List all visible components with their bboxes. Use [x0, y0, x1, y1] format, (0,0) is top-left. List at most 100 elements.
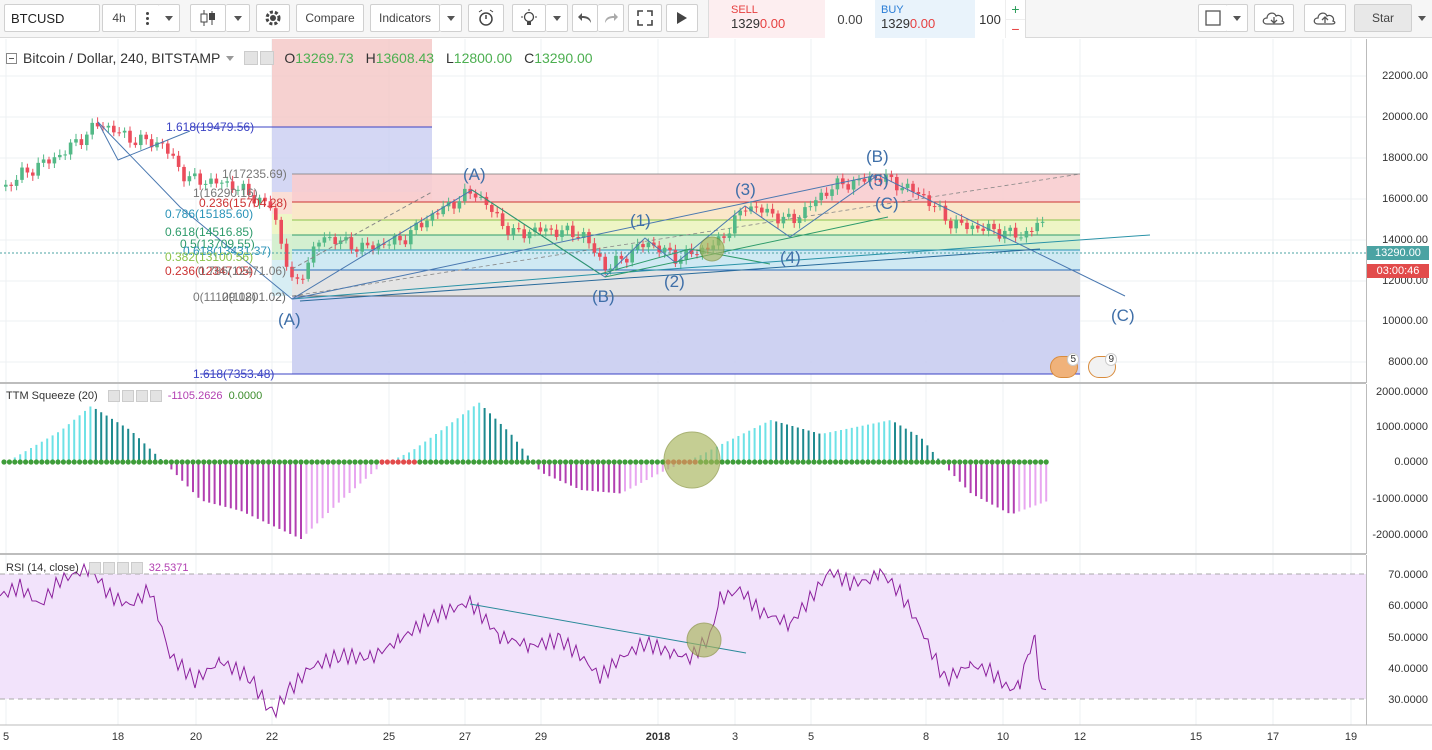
rsi-price-axis[interactable]	[1366, 555, 1432, 725]
squeeze-dot	[789, 459, 796, 465]
candle	[792, 209, 796, 228]
chart-style-dropdown[interactable]	[226, 4, 250, 32]
ttm-bar	[494, 418, 497, 462]
ttm-bar	[829, 432, 832, 462]
candle	[279, 216, 283, 250]
fib-retracement-right[interactable]	[200, 173, 1081, 375]
ttm-bar	[537, 462, 540, 470]
ttm-bar	[726, 441, 729, 462]
theme-button[interactable]	[512, 4, 546, 32]
candle	[274, 203, 278, 225]
star-button[interactable]: Star	[1354, 4, 1412, 32]
buy-button[interactable]: BUY 13290.00	[875, 0, 975, 38]
ttm-bar	[791, 425, 794, 462]
indicators-button[interactable]: Indicators	[370, 4, 440, 32]
plus-icon[interactable]	[116, 562, 129, 574]
chart-canvas[interactable]	[0, 39, 1432, 750]
candle	[349, 232, 354, 254]
eye-icon[interactable]	[244, 51, 259, 65]
squeeze-dot	[995, 459, 1001, 465]
save-layout-button[interactable]	[1304, 4, 1346, 32]
ttm-bar	[732, 438, 734, 462]
ttm-bar	[823, 433, 826, 462]
main-price-axis[interactable]	[1366, 39, 1432, 383]
squeeze-dot	[82, 459, 88, 465]
decrease-button[interactable]: −	[1011, 20, 1020, 37]
ttm-bar	[597, 462, 599, 492]
squeeze-dot	[465, 459, 471, 465]
alert-button[interactable]	[468, 4, 504, 32]
settings-icon[interactable]	[102, 562, 115, 574]
chart-style-button[interactable]	[190, 4, 226, 32]
sell-price: 13290.00	[731, 16, 786, 31]
theme-dropdown[interactable]	[546, 4, 568, 32]
squeeze-dot	[795, 459, 801, 465]
settings-button[interactable]	[256, 4, 290, 32]
eye-icon[interactable]	[88, 562, 101, 574]
ttm-price-axis[interactable]	[1366, 384, 1432, 554]
squeeze-dot	[908, 459, 914, 465]
plus-icon[interactable]	[135, 390, 148, 402]
squeeze-dot	[849, 459, 855, 465]
layout-dropdown[interactable]	[1226, 4, 1248, 32]
ttm-bar	[170, 462, 173, 470]
close-icon[interactable]	[149, 390, 162, 402]
rsi-title: RSI (14, close)	[6, 562, 79, 574]
settings-icon[interactable]	[260, 51, 275, 65]
squeeze-dot	[492, 459, 498, 465]
candle	[484, 192, 489, 210]
replay-button[interactable]	[666, 4, 698, 32]
squeeze-dot	[887, 459, 893, 465]
fullscreen-button[interactable]	[628, 4, 662, 32]
symbol-input[interactable]: BTCUSD	[4, 4, 100, 32]
ohlc-values: O13269.73 H13608.43 L12800.00 C13290.00	[284, 50, 593, 66]
indicators-dropdown[interactable]	[440, 4, 462, 32]
ttm-bar	[46, 438, 49, 462]
interval-menu-button[interactable]	[136, 4, 160, 32]
undo-button[interactable]	[572, 4, 598, 32]
candle	[1030, 227, 1034, 237]
candle	[625, 255, 629, 268]
ttm-bar	[202, 462, 205, 502]
collapse-icon[interactable]	[6, 52, 17, 64]
candle	[970, 222, 975, 235]
interval-dropdown[interactable]	[158, 4, 180, 32]
sell-button[interactable]: SELL 13290.00	[709, 0, 825, 38]
event-badge-flag-1[interactable]: 5	[1050, 353, 1079, 378]
squeeze-dot	[860, 459, 866, 465]
squeeze-dot	[579, 459, 585, 465]
squeeze-dot	[482, 459, 488, 465]
ttm-bar	[915, 434, 918, 462]
settings-icon[interactable]	[121, 390, 134, 402]
close-icon[interactable]	[130, 562, 143, 574]
squeeze-dot	[968, 459, 974, 465]
star-dropdown[interactable]	[1412, 4, 1432, 32]
elliott-wave-drawings[interactable]	[97, 121, 1151, 302]
candle	[1013, 222, 1018, 242]
ttm-bar	[807, 430, 810, 462]
quantity-field[interactable]: 100	[979, 11, 1001, 27]
event-badge-flag-2[interactable]: 9	[1088, 353, 1117, 378]
ttm-bar	[40, 441, 43, 462]
more-icon	[146, 11, 149, 25]
price-tick: 22000.00	[1382, 70, 1428, 82]
squeeze-dot	[255, 459, 261, 465]
time-tick: 10	[996, 731, 1010, 743]
layout-button[interactable]	[1198, 4, 1228, 32]
squeeze-dot	[892, 459, 898, 465]
compare-button[interactable]: Compare	[296, 4, 364, 32]
candle	[965, 218, 969, 234]
candle	[922, 188, 926, 198]
rsi-tick: 70.0000	[1388, 569, 1428, 581]
squeeze-dot	[719, 459, 725, 465]
candle	[355, 246, 359, 258]
squeeze-dot	[341, 459, 347, 465]
redo-button[interactable]	[598, 4, 624, 32]
increase-button[interactable]: +	[1006, 0, 1025, 20]
chevron-down-icon[interactable]	[226, 55, 235, 61]
ttm-title: TTM Squeeze (20)	[6, 390, 98, 402]
interval-button[interactable]: 4h	[102, 4, 136, 32]
eye-icon[interactable]	[107, 390, 120, 402]
chart-area[interactable]: Bitcoin / Dollar, 240, BITSTAMP O13269.7…	[0, 39, 1432, 750]
load-layout-button[interactable]	[1254, 4, 1294, 32]
